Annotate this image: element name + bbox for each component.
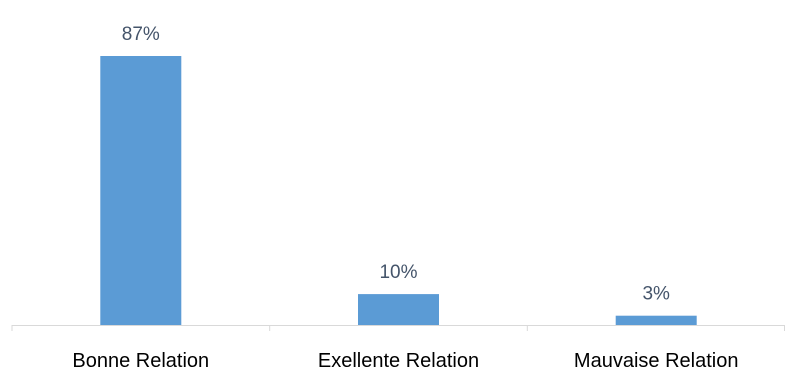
bar-mauvaise-relation bbox=[615, 315, 697, 325]
bars-group bbox=[100, 56, 697, 325]
data-label-bonne-relation: 87% bbox=[122, 24, 160, 45]
bar-bonne-relation bbox=[100, 56, 182, 325]
data-labels-group: 87% 10% 3% bbox=[122, 24, 670, 305]
x-tick-label-exellente-relation: Exellente Relation bbox=[318, 350, 479, 372]
data-label-exellente-relation: 10% bbox=[379, 262, 417, 283]
x-tick-labels-group: Bonne Relation Exellente Relation Mauvaise… bbox=[72, 350, 738, 372]
data-label-mauvaise-relation: 3% bbox=[642, 284, 670, 305]
x-tick-label-bonne-relation: Bonne Relation bbox=[72, 350, 209, 372]
x-axis bbox=[11, 325, 785, 331]
bar-exellente-relation bbox=[358, 294, 439, 325]
x-tick-label-mauvaise-relation: Mauvaise Relation bbox=[574, 350, 739, 372]
